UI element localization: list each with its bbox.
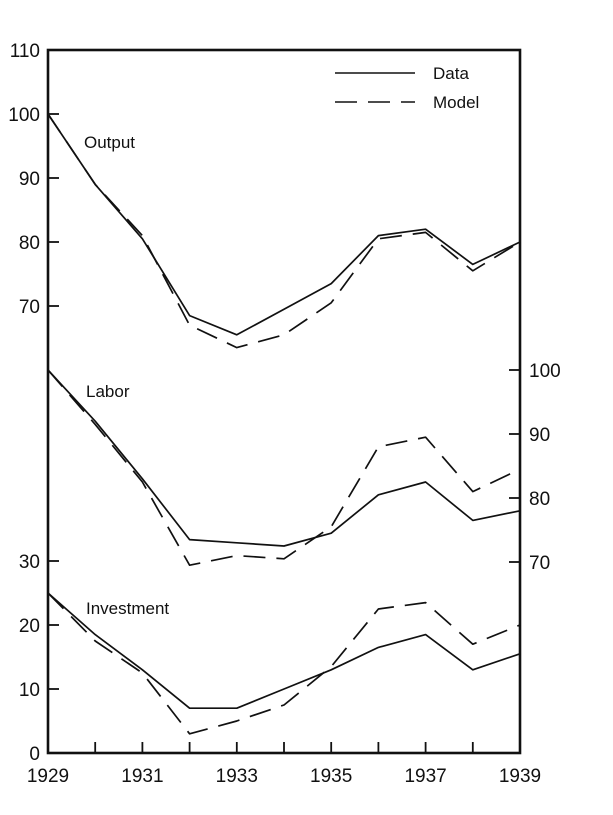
labor-model-line bbox=[47, 369, 521, 567]
left-tick-label: 20 bbox=[19, 616, 40, 637]
left-tick-label: 100 bbox=[8, 105, 40, 126]
left-tick-label: 110 bbox=[10, 41, 40, 62]
output-model-line bbox=[47, 113, 521, 349]
label-layer: Output Labor Investment bbox=[84, 133, 169, 618]
output-data-line bbox=[47, 113, 521, 336]
x-tick-label: 1939 bbox=[499, 766, 541, 787]
x-tick-label: 1931 bbox=[121, 766, 163, 787]
tick-layer: 1929 1931 1933 1935 1937 19391101009080703020… bbox=[8, 41, 560, 787]
left-tick-label: 0 bbox=[29, 744, 40, 765]
output-panel-label: Output bbox=[84, 133, 135, 152]
left-tick-label: 80 bbox=[19, 233, 40, 254]
series-layer bbox=[47, 113, 521, 735]
left-tick-label: 90 bbox=[19, 169, 40, 190]
plot-frame bbox=[46, 48, 522, 755]
left-tick-label: 70 bbox=[19, 297, 40, 318]
left-tick-label: 10 bbox=[19, 680, 40, 701]
labor-data-line bbox=[47, 369, 521, 547]
investment-panel-label: Investment bbox=[86, 599, 169, 618]
right-tick-label: 70 bbox=[529, 553, 550, 574]
investment-model-line bbox=[47, 592, 521, 735]
labor-panel-label: Labor bbox=[86, 382, 130, 401]
right-tick-label: 100 bbox=[529, 361, 561, 382]
x-tick-label: 1929 bbox=[27, 766, 69, 787]
legend: Data Model bbox=[335, 64, 479, 112]
right-tick-label: 90 bbox=[529, 425, 550, 446]
left-tick-label: 30 bbox=[19, 552, 40, 573]
legend-model-label: Model bbox=[433, 93, 479, 112]
x-tick-label: 1935 bbox=[310, 766, 352, 787]
x-tick-label: 1937 bbox=[404, 766, 446, 787]
x-tick-label: 1933 bbox=[216, 766, 258, 787]
legend-data-label: Data bbox=[433, 64, 469, 83]
right-tick-label: 80 bbox=[529, 489, 550, 510]
investment-data-line bbox=[47, 592, 521, 710]
